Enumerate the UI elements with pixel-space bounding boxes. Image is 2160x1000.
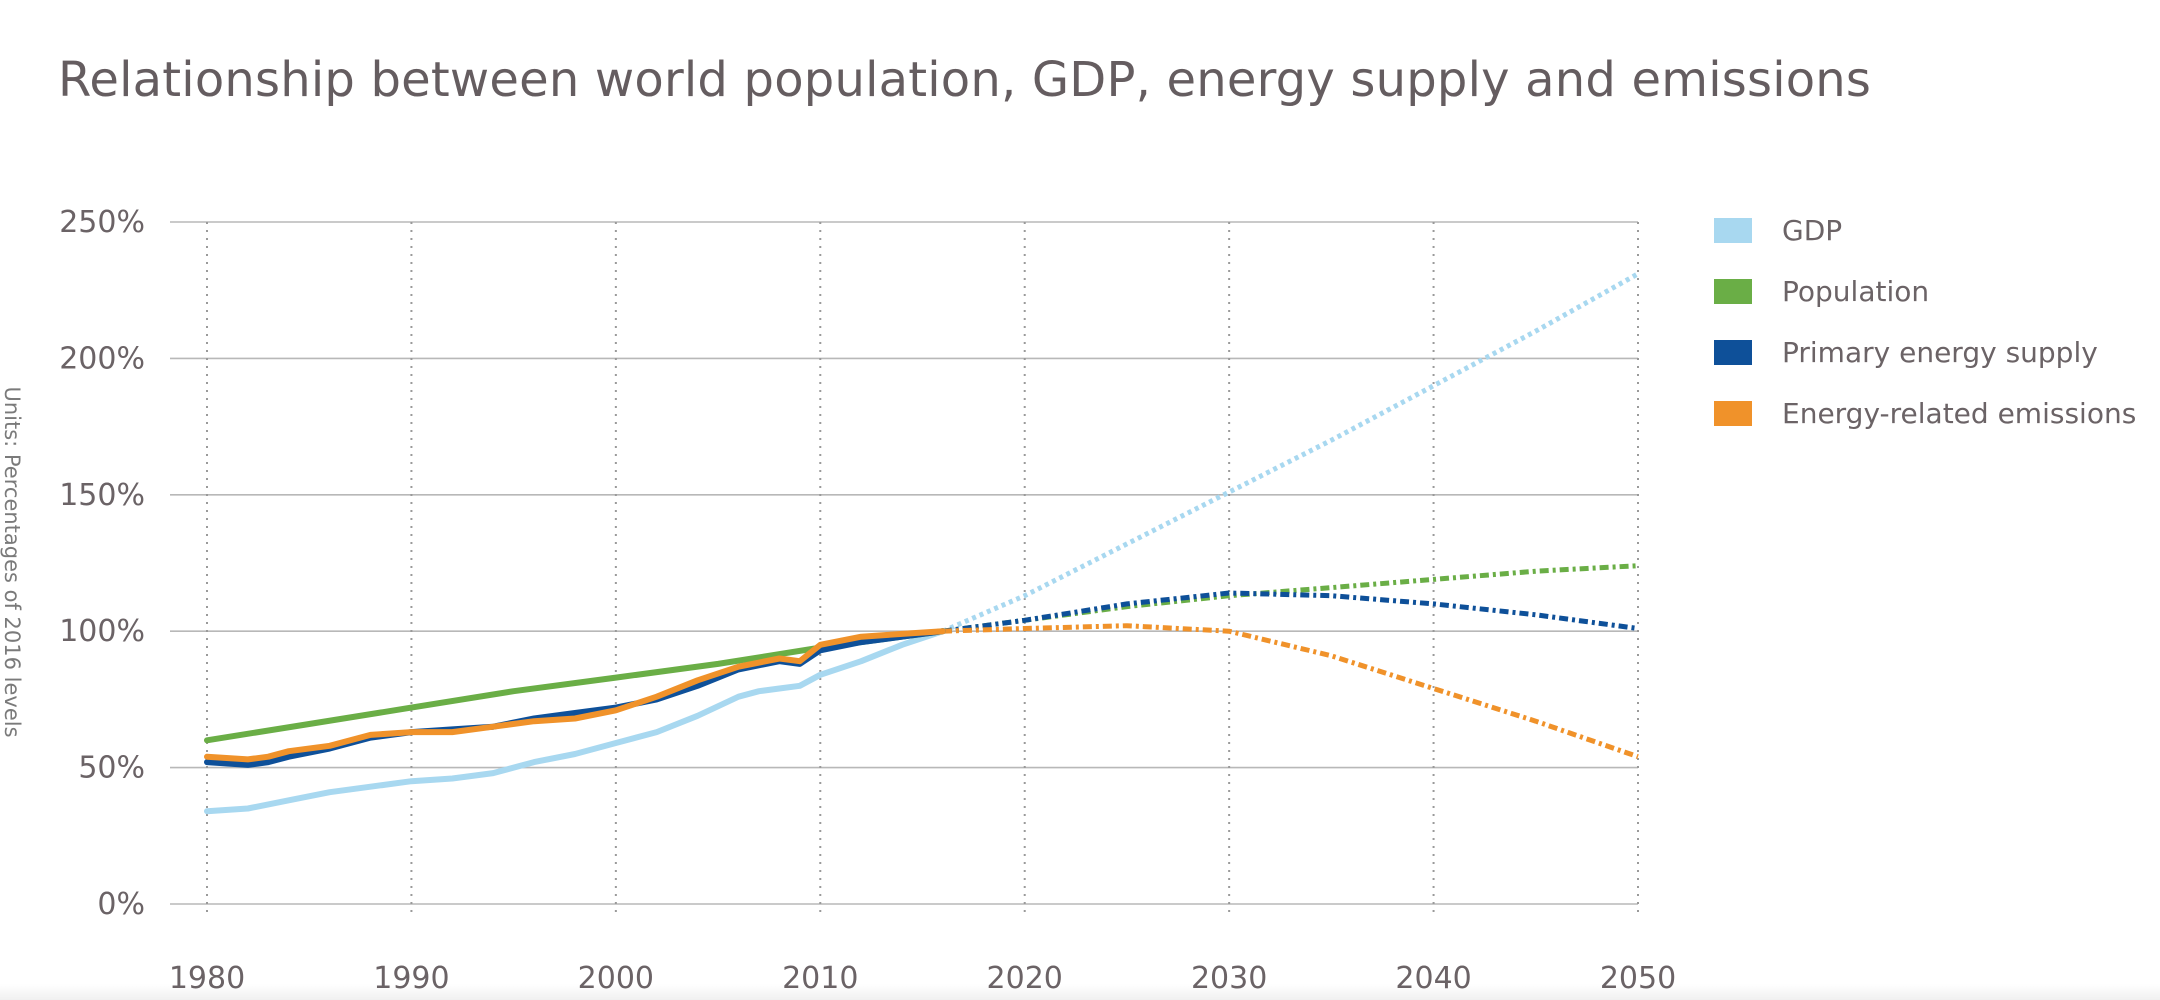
- y-tick-labels: 0% 50% 100% 150% 200% 250%: [59, 205, 145, 922]
- series-lines: [204, 271, 1640, 815]
- x-tick-label: 2000: [578, 961, 654, 996]
- y-tick-label: 200%: [59, 341, 145, 376]
- x-tick-label: 1990: [373, 961, 449, 996]
- x-tick-label: 2020: [987, 961, 1063, 996]
- y-tick-label: 250%: [59, 205, 145, 240]
- x-tick-label: 2030: [1191, 961, 1267, 996]
- y-tick-label: 150%: [59, 478, 145, 513]
- legend-item-primary-energy-supply: Primary energy supply: [1714, 332, 2136, 372]
- energy-related-emissions-projection-line: [942, 623, 1639, 760]
- y-tick-label: 0%: [97, 887, 145, 922]
- legend-label: Population: [1782, 274, 1930, 308]
- x-tick-label: 2050: [1600, 961, 1676, 996]
- legend-swatch: [1714, 400, 1752, 426]
- energy-related-emissions-historical-line: [204, 628, 946, 763]
- legend-label: Primary energy supply: [1782, 335, 2098, 369]
- gdp-historical-line: [204, 628, 946, 815]
- primary-energy-supply-historical-line: [204, 628, 946, 768]
- legend-swatch: [1714, 339, 1752, 365]
- bottom-shadow: [0, 984, 2160, 1000]
- gdp-projection-line: [941, 271, 1640, 634]
- legend-swatch: [1714, 278, 1752, 304]
- chart-title: Relationship between world population, G…: [58, 52, 1872, 108]
- x-tick-label: 2040: [1395, 961, 1471, 996]
- x-tick-labels: 1980 1990 2000 2010 2020 2030 2040 2050: [169, 961, 1676, 996]
- x-tick-label: 1980: [169, 961, 245, 996]
- legend-swatch: [1714, 217, 1752, 243]
- x-tick-label: 2010: [782, 961, 858, 996]
- legend-item-energy-related-emissions: Energy-related emissions: [1714, 393, 2136, 433]
- legend-item-gdp: GDP: [1714, 210, 2136, 250]
- y-tick-label: 100%: [59, 614, 145, 649]
- vertical-gridlines: [206, 222, 1639, 918]
- legend-item-population: Population: [1714, 271, 2136, 311]
- population-projection-line: [942, 563, 1639, 634]
- y-tick-label: 50%: [78, 751, 145, 786]
- legend: GDP Population Primary energy supply Energy…: [1714, 210, 2136, 454]
- population-historical-line: [204, 628, 946, 744]
- horizontal-gridlines: [170, 221, 1638, 905]
- legend-label: Energy-related emissions: [1782, 396, 2137, 430]
- legend-label: GDP: [1782, 213, 1843, 247]
